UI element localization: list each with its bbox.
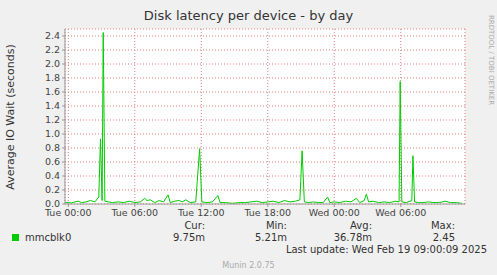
- html-text:Max:: Max:: [431, 220, 455, 231]
- svg-text:Tue 18:00: Tue 18:00: [243, 207, 291, 218]
- html-text:Average IO Wait (seconds): Average IO Wait (seconds): [4, 44, 17, 190]
- svg-text:2.2: 2.2: [45, 44, 60, 55]
- svg-text:Tue 00:00: Tue 00:00: [45, 206, 92, 218]
- svg-text:1.4: 1.4: [45, 100, 60, 111]
- svg-text:0.0: 0.0: [45, 198, 60, 209]
- html-text:2.45: 2.45: [432, 232, 455, 243]
- svg-text:2.0: 2.0: [45, 58, 60, 69]
- html-text:9.75m: 9.75m: [173, 232, 205, 243]
- html-text:Last update: Wed Feb 19 09:00:: Last update: Wed Feb 19 09:00:09 2025: [285, 244, 487, 255]
- html-text:Min:: Min:: [265, 220, 287, 231]
- html-text:RRDTOOL / TOBI OETIKER: RRDTOOL / TOBI OETIKER: [487, 14, 495, 106]
- svg-text:0.2: 0.2: [45, 184, 60, 195]
- svg-text:Tue 12:00: Tue 12:00: [177, 207, 225, 218]
- svg-text:0.6: 0.6: [45, 156, 60, 167]
- svg-text:Wed 06:00: Wed 06:00: [375, 207, 426, 218]
- svg-text:1.6: 1.6: [45, 86, 60, 97]
- html-text:Cur:: Cur:: [184, 220, 205, 231]
- svg-text:0.4: 0.4: [45, 170, 60, 181]
- svg-text:1.2: 1.2: [45, 114, 60, 125]
- svg-text:Tue 06:00: Tue 06:00: [110, 207, 158, 218]
- html-text:36.78m: 36.78m: [333, 232, 372, 243]
- html-text:Disk latency per device - by d: Disk latency per device - by day: [143, 8, 354, 23]
- svg-text:1.0: 1.0: [45, 128, 60, 139]
- svg-text:0.8: 0.8: [45, 142, 60, 153]
- svg-text:2.4: 2.4: [45, 30, 60, 41]
- svg-text:1.8: 1.8: [45, 72, 60, 83]
- html-text:Munin 2.0.75: Munin 2.0.75: [222, 261, 275, 270]
- html-text:mmcblk0: mmcblk0: [25, 232, 72, 243]
- html-text:5.21m: 5.21m: [255, 232, 287, 243]
- html-text:Avg:: Avg:: [350, 220, 372, 231]
- svg-text:Wed 00:00: Wed 00:00: [309, 207, 360, 218]
